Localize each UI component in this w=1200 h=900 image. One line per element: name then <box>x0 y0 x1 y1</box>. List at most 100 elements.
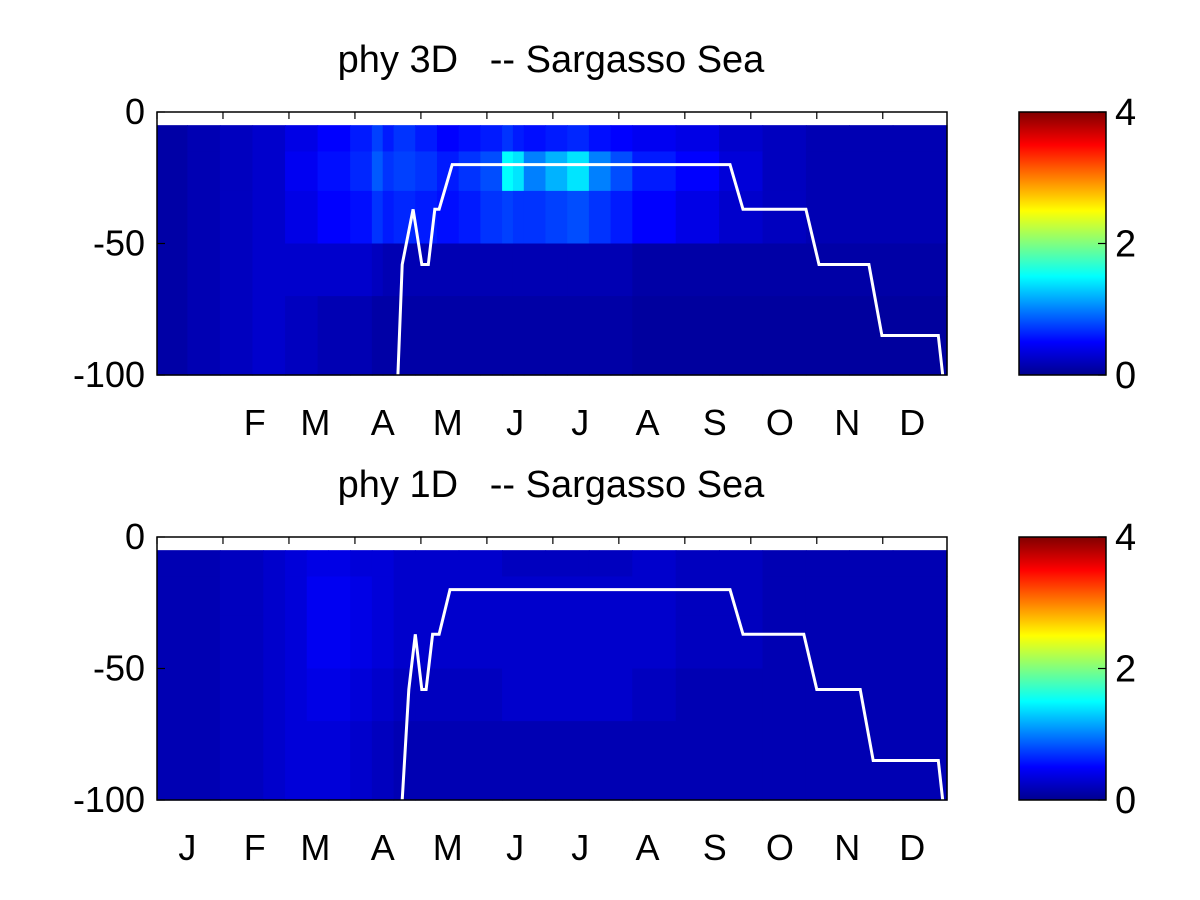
heatmap-cell <box>371 668 395 722</box>
heatmap-cell <box>545 668 590 722</box>
heatmap-cell <box>762 190 807 245</box>
heatmap-cell <box>252 190 286 245</box>
heatmap-cell <box>523 190 547 245</box>
heatmap-cell <box>545 125 568 153</box>
heatmap-cell <box>415 151 438 192</box>
heatmap-cell <box>892 190 948 245</box>
heatmap-cell <box>545 550 590 578</box>
heatmap-cell <box>502 125 514 153</box>
heatmap-cell <box>892 151 948 192</box>
heatmap-cell <box>512 296 525 376</box>
heatmap-cell <box>317 243 351 297</box>
heatmap-cell <box>567 243 590 297</box>
heatmap-cell <box>371 576 395 617</box>
heatmap-cell <box>285 721 308 801</box>
heatmap-cell <box>350 668 373 722</box>
heatmap-cell <box>849 125 894 153</box>
x-tick-label: O <box>766 402 794 443</box>
heatmap-cell <box>263 550 286 578</box>
heatmap-cell <box>545 151 568 192</box>
heatmap-cell <box>567 125 590 153</box>
heatmap-cell <box>252 151 286 192</box>
heatmap-cell <box>588 721 633 801</box>
heatmap-cell <box>157 296 188 376</box>
heatmap-cell <box>675 296 720 376</box>
heatmap-cell <box>458 668 503 722</box>
heatmap-cell <box>762 151 807 192</box>
heatmap-cell <box>285 243 319 297</box>
colorbar <box>1018 536 1107 801</box>
heatmap-cell <box>285 615 308 670</box>
heatmap-cell <box>263 615 286 670</box>
heatmap-cell <box>350 550 373 578</box>
x-tick-label: D <box>899 402 925 443</box>
x-tick-label: D <box>899 827 925 868</box>
heatmap-cell <box>675 190 720 245</box>
heatmap-cell <box>350 615 373 670</box>
heatmap-cell <box>157 125 188 153</box>
heatmap-cell <box>328 721 351 801</box>
heatmap-cell <box>610 296 633 376</box>
plot-frame <box>156 536 948 801</box>
heatmap-cell <box>415 576 460 617</box>
heatmap-cell <box>371 190 384 245</box>
heatmap-cell <box>458 721 503 801</box>
heatmap-cell <box>187 125 221 153</box>
heatmap-cell <box>371 550 395 578</box>
heatmap-cell <box>458 576 503 617</box>
heatmap-cell <box>252 125 286 153</box>
heatmap-cell <box>512 125 525 153</box>
heatmap-cell <box>285 668 308 722</box>
x-tick-label: J <box>178 827 196 868</box>
heatmap-cell <box>328 576 351 617</box>
heatmap-cell <box>480 243 503 297</box>
heatmap-cell <box>719 668 764 722</box>
heatmap-cell <box>187 296 221 376</box>
y-tick-labels: 0 -50 -100 <box>73 516 145 820</box>
heatmap-cell <box>849 576 894 617</box>
colorbar-ticks: 4 2 0 <box>1098 517 1136 822</box>
heatmap-cell <box>502 296 514 376</box>
y-tick-label: 0 <box>125 91 145 132</box>
heatmap-cell <box>187 243 221 297</box>
mixed-layer-depth-line <box>396 163 945 376</box>
heatmap-cell <box>610 125 633 153</box>
heatmap-cell <box>480 125 503 153</box>
heatmap-cell <box>393 668 416 722</box>
heatmap-cell <box>512 151 525 192</box>
heatmap-cell <box>805 151 850 192</box>
heatmap-cell <box>675 721 720 801</box>
heatmap-cell <box>632 668 677 722</box>
heatmap-cell <box>588 615 633 670</box>
heatmap-cell <box>187 190 221 245</box>
y-tick-labels: 0 -50 -100 <box>73 91 145 395</box>
heatmap-cell <box>393 125 416 153</box>
plot-frame <box>156 111 948 376</box>
heatmap-cell <box>317 151 351 192</box>
heatmap-cell <box>480 190 503 245</box>
heatmap-cell <box>567 151 590 192</box>
heatmap-cell <box>382 190 395 245</box>
heatmap-cell <box>588 243 612 297</box>
colorbar-tick-label: 4 <box>1115 92 1136 134</box>
chart-title: phy 3D -- Sargasso Sea <box>338 39 766 81</box>
heatmap-cell <box>187 151 221 192</box>
x-tick-label: N <box>834 402 860 443</box>
heatmap-cell <box>219 615 264 670</box>
heatmap-cell <box>436 296 460 376</box>
x-tick-label: J <box>571 827 589 868</box>
x-tick-label: M <box>433 402 463 443</box>
heatmap-cell <box>263 668 286 722</box>
heatmap-cell <box>317 125 351 153</box>
heatmap-cell <box>545 296 568 376</box>
heatmap-cell <box>502 576 547 617</box>
heatmap-cell <box>502 721 547 801</box>
heatmap-cell <box>610 243 633 297</box>
heatmap-cell <box>849 615 894 670</box>
heatmap-cell <box>805 125 850 153</box>
x-tick-label: O <box>766 827 794 868</box>
x-tick-label: S <box>703 402 727 443</box>
heatmap-cell <box>567 190 590 245</box>
x-tick-label: F <box>244 827 266 868</box>
